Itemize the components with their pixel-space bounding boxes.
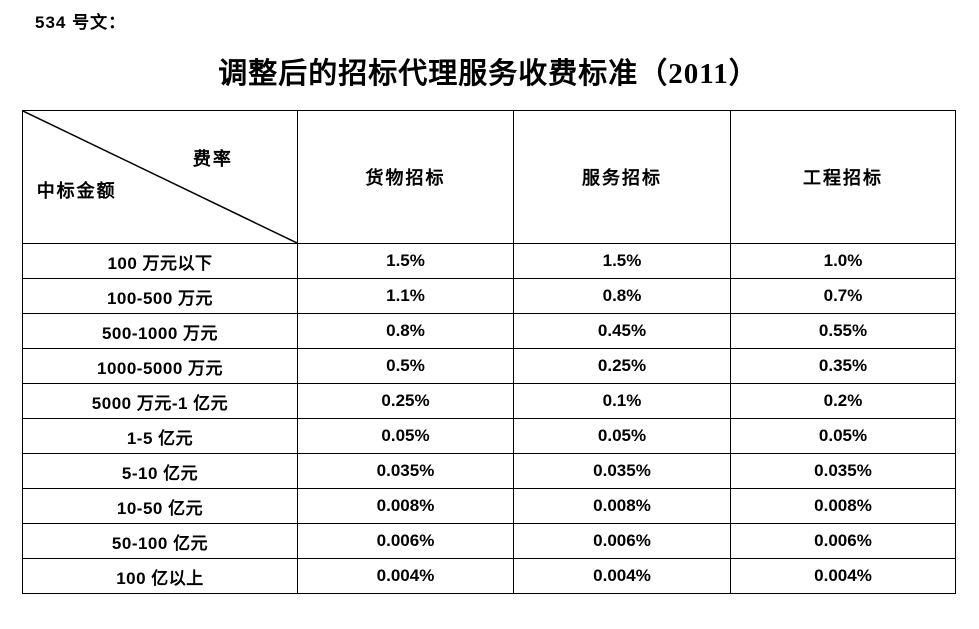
rate-value-cell: 0.035% [513,453,731,489]
row-label-amount-range: 10-50 亿元 [22,488,298,524]
table-row: 100 亿以上 0.004% 0.004% 0.004% [22,558,956,594]
table-row: 5000 万元-1 亿元 0.25% 0.1% 0.2% [22,383,956,419]
table-header-row: 费率 中标金额 货物招标 服务招标 工程招标 [22,110,956,244]
rate-value-cell: 1.0% [730,243,956,279]
table-body: 100 万元以下 1.5% 1.5% 1.0% 100-500 万元 1.1% 0.8% 0.… [22,243,956,594]
column-header-services: 服务招标 [513,110,731,244]
rate-value-cell: 0.5% [297,348,514,384]
rate-value-cell: 0.25% [297,383,514,419]
row-label-amount-range: 5000 万元-1 亿元 [22,383,298,419]
doc-number-label: 534 号文： [35,13,127,32]
table-row: 500-1000 万元 0.8% 0.45% 0.55% [22,313,956,349]
rate-value-cell: 0.004% [513,558,731,594]
rate-value-cell: 0.25% [513,348,731,384]
rate-value-cell: 1.5% [297,243,514,279]
corner-label-rate: 费率 [192,149,233,170]
rate-value-cell: 0.006% [513,523,731,559]
rate-value-cell: 0.8% [297,313,514,349]
rate-value-cell: 0.006% [297,523,514,559]
rate-value-cell: 0.035% [297,453,514,489]
rate-value-cell: 0.006% [730,523,956,559]
table-row: 100-500 万元 1.1% 0.8% 0.7% [22,278,956,314]
rate-value-cell: 0.008% [513,488,731,524]
row-label-amount-range: 1000-5000 万元 [22,348,298,384]
row-label-amount-range: 1-5 亿元 [22,418,298,454]
rate-value-cell: 1.1% [297,278,514,314]
column-header-engineering: 工程招标 [730,110,956,244]
rate-value-cell: 0.004% [297,558,514,594]
diagonal-divider-line [23,111,297,243]
rate-value-cell: 0.7% [730,278,956,314]
rate-value-cell: 0.35% [730,348,956,384]
column-header-goods: 货物招标 [297,110,514,244]
rate-value-cell: 0.035% [730,453,956,489]
page-title: 调整后的招标代理服务收费标准（2011） [218,58,759,90]
table-row: 100 万元以下 1.5% 1.5% 1.0% [22,243,956,279]
rate-value-cell: 0.2% [730,383,956,419]
rate-value-cell: 0.8% [513,278,731,314]
row-label-amount-range: 100 亿以上 [22,558,298,594]
table-row: 5-10 亿元 0.035% 0.035% 0.035% [22,453,956,489]
rate-value-cell: 0.004% [730,558,956,594]
row-label-amount-range: 50-100 亿元 [22,523,298,559]
fee-rate-table: 费率 中标金额 货物招标 服务招标 工程招标 100 万元以下 1.5% 1.5% 1… [22,110,956,594]
rate-value-cell: 1.5% [513,243,731,279]
rate-value-cell: 0.05% [297,418,514,454]
rate-value-cell: 0.008% [297,488,514,524]
rate-value-cell: 0.45% [513,313,731,349]
rate-value-cell: 0.05% [730,418,956,454]
row-label-amount-range: 500-1000 万元 [22,313,298,349]
rate-value-cell: 0.55% [730,313,956,349]
table-row: 10-50 亿元 0.008% 0.008% 0.008% [22,488,956,524]
table-row: 1-5 亿元 0.05% 0.05% 0.05% [22,418,956,454]
row-label-amount-range: 5-10 亿元 [22,453,298,489]
row-label-amount-range: 100 万元以下 [22,243,298,279]
rate-value-cell: 0.05% [513,418,731,454]
corner-label-bid-amount: 中标金额 [36,181,117,201]
diagonal-corner-cell: 费率 中标金额 [22,110,298,244]
rate-value-cell: 0.008% [730,488,956,524]
row-label-amount-range: 100-500 万元 [22,278,298,314]
table-row: 1000-5000 万元 0.5% 0.25% 0.35% [22,348,956,384]
rate-value-cell: 0.1% [513,383,731,419]
table-row: 50-100 亿元 0.006% 0.006% 0.006% [22,523,956,559]
